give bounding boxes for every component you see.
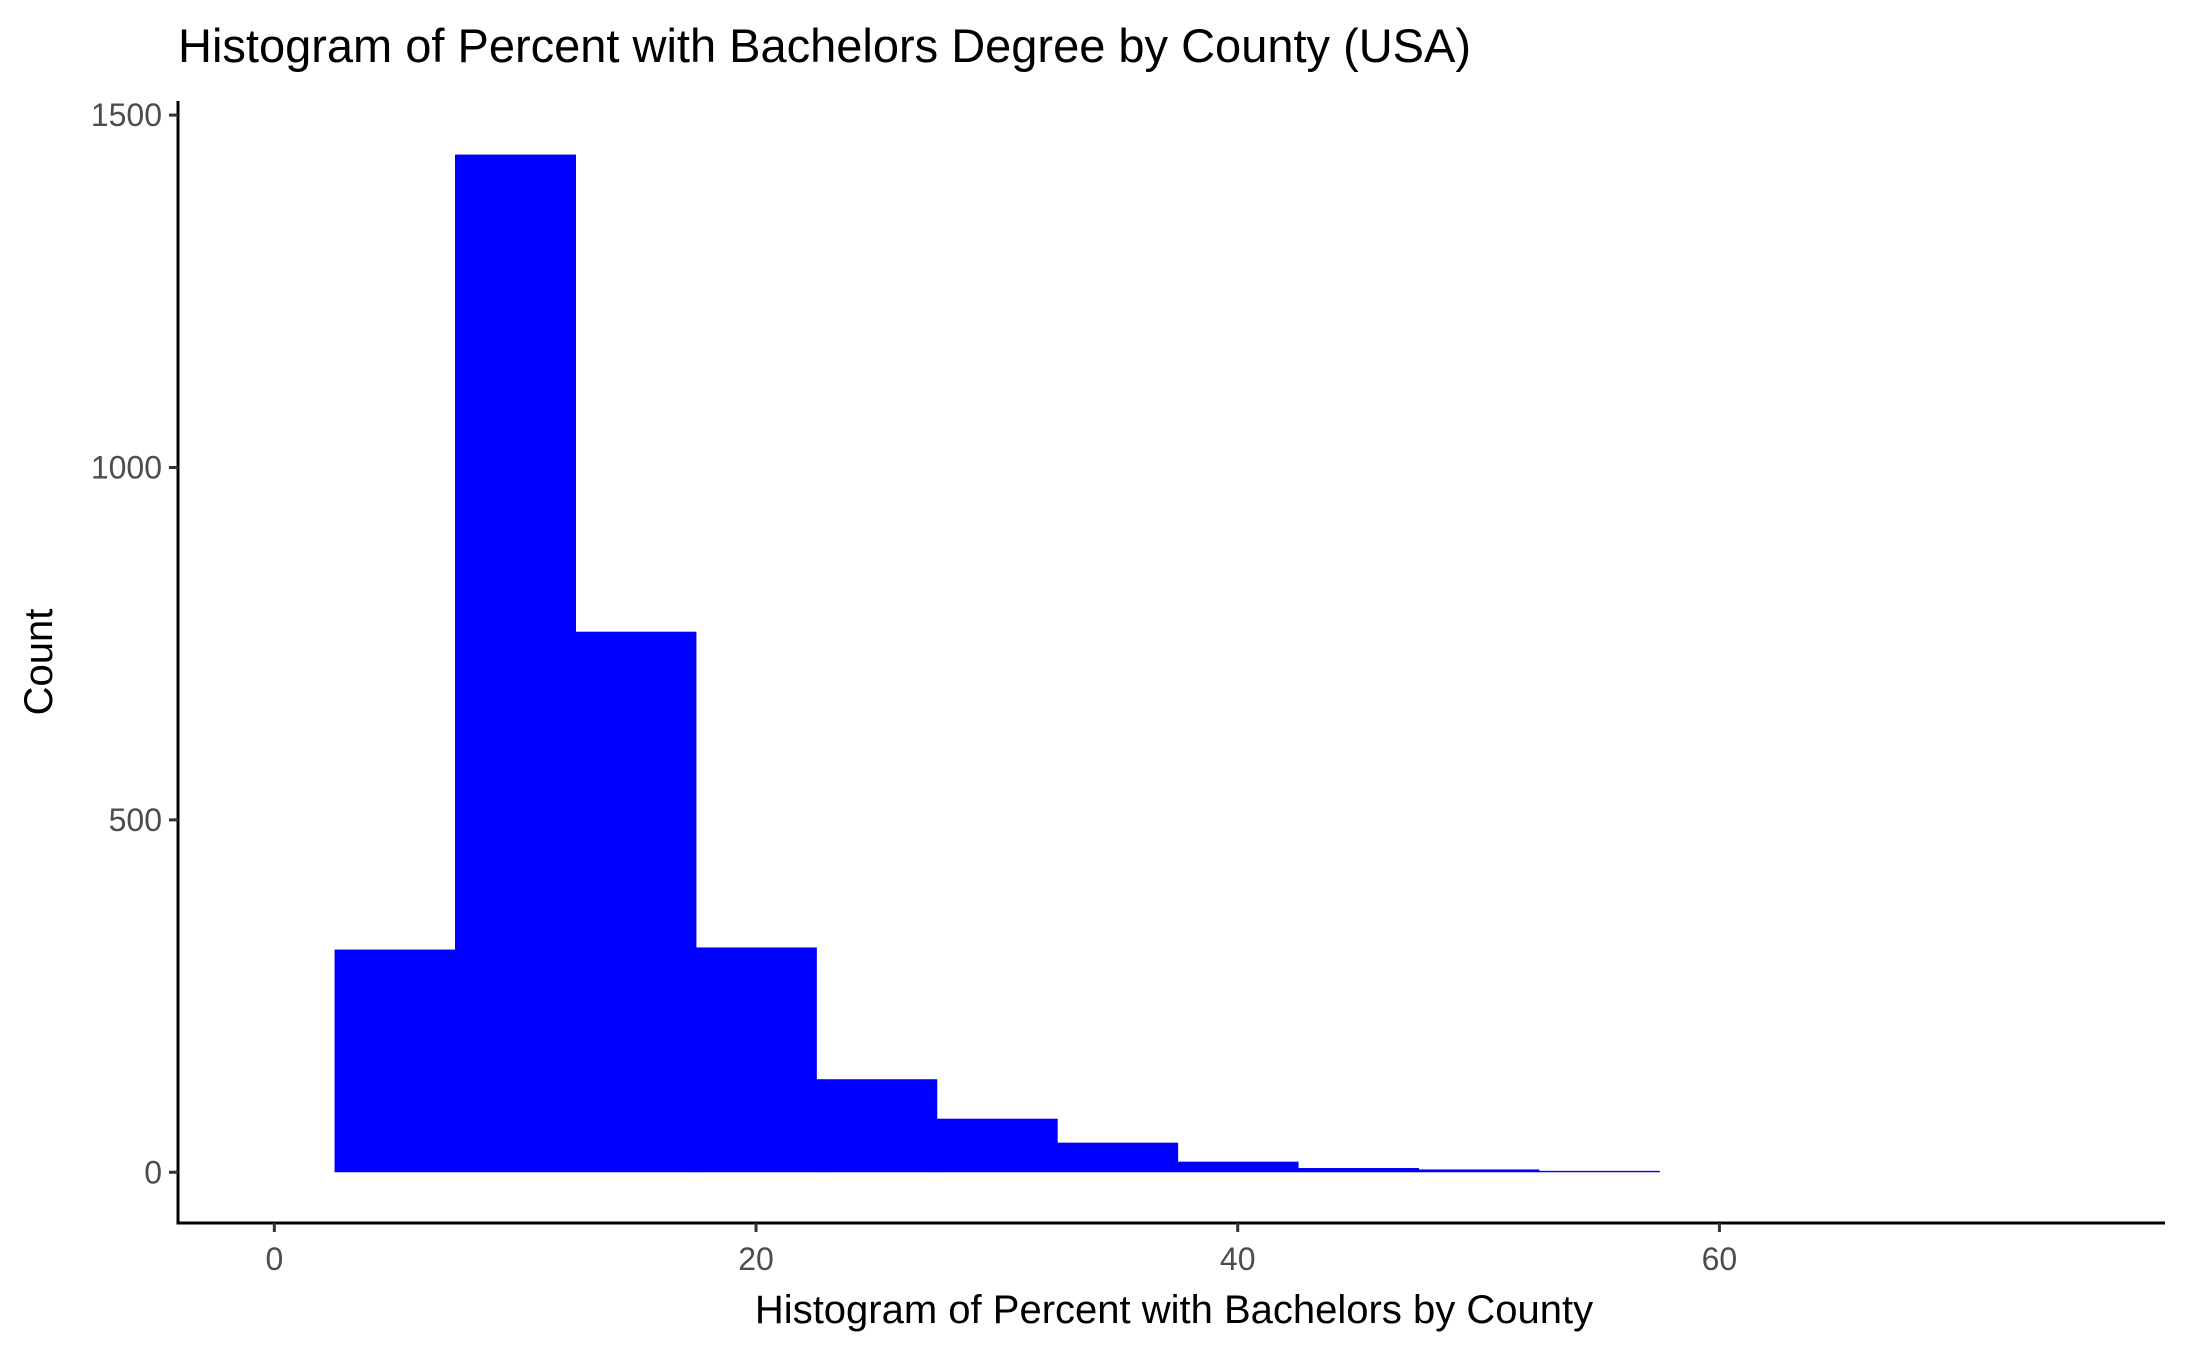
histogram-bar-2 [575, 631, 697, 1173]
y-axis-ticks: 0 500 1000 1500 [91, 97, 178, 1190]
y-axis-title: Count [17, 609, 61, 716]
histogram-bar-1 [454, 154, 576, 1173]
y-tick-label: 0 [144, 1154, 162, 1190]
histogram-bar-3 [695, 947, 817, 1173]
chart-title: Histogram of Percent with Bachelors Degr… [178, 19, 1471, 72]
x-axis-title: Histogram of Percent with Bachelors by C… [755, 1288, 1593, 1332]
histogram-bar-10 [1538, 1170, 1660, 1173]
y-tick-label: 500 [109, 802, 162, 838]
x-axis-ticks: 0 20 40 60 [265, 1223, 1737, 1277]
y-tick-label: 1500 [91, 97, 162, 133]
histogram-bar-5 [936, 1118, 1058, 1173]
histogram-bar-0 [334, 949, 456, 1173]
histogram-bar-6 [1057, 1142, 1179, 1173]
bars-group [334, 154, 1660, 1173]
y-tick-label: 1000 [91, 449, 162, 485]
x-tick-label: 60 [1702, 1241, 1738, 1277]
x-tick-label: 0 [265, 1241, 283, 1277]
histogram-bar-7 [1177, 1161, 1299, 1173]
histogram-bar-8 [1297, 1168, 1419, 1173]
histogram-bar-4 [816, 1079, 938, 1173]
x-tick-label: 20 [738, 1241, 774, 1277]
histogram-bar-9 [1418, 1169, 1540, 1173]
x-tick-label: 40 [1220, 1241, 1256, 1277]
